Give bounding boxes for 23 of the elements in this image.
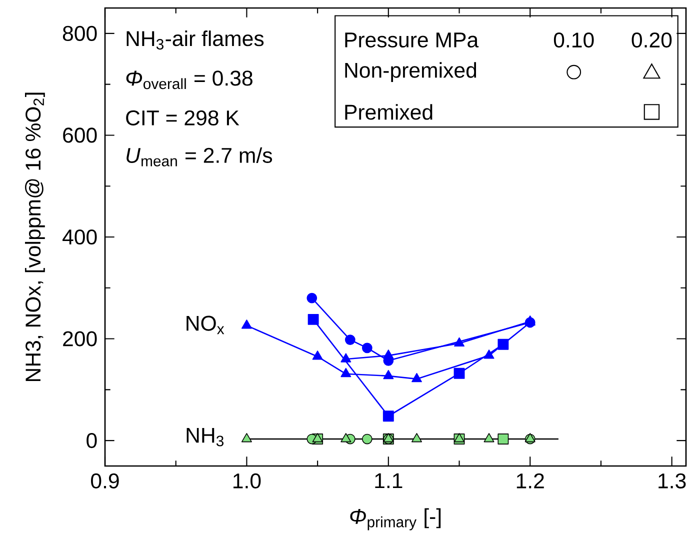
y-tick-label: 600 (63, 128, 97, 143)
y-tick-label: 200 (63, 331, 97, 346)
annotation: NH$_{3}$-air flames (126, 30, 264, 50)
annotation: U$_{mean}$ = 2.7 m/s (126, 147, 272, 166)
x-axis-title: Φ$_{primary}$ [-] (350, 508, 441, 530)
annotation: NO$_{x}$ (186, 316, 224, 334)
x-tick-label: 1.2 (516, 473, 544, 488)
y-tick-label: 400 (62, 229, 97, 245)
y-tick-label: 0 (86, 433, 97, 448)
annotation: Pressure MPa (345, 32, 479, 48)
y-tick-label: 800 (62, 26, 97, 42)
annotation: NH$_{3}$ (186, 428, 224, 446)
annotation: 0.10 (554, 32, 594, 48)
y-axis-title: NH3, NOx, [volppm@ 16 %O$_{2}$] (25, 92, 45, 381)
x-tick-label: 1.0 (234, 473, 261, 488)
annotation: Premixed (345, 104, 432, 120)
annotation: Non-premixed (345, 62, 476, 82)
annotation: 0.20 (632, 32, 672, 48)
x-tick-label: 1.1 (375, 473, 402, 488)
annotation: CIT = 298 K (126, 110, 240, 126)
annotation: Φ$_{overall}$ = 0.38 (126, 70, 252, 90)
x-tick-label: 0.9 (91, 473, 119, 488)
x-tick-label: 1.3 (658, 473, 686, 488)
